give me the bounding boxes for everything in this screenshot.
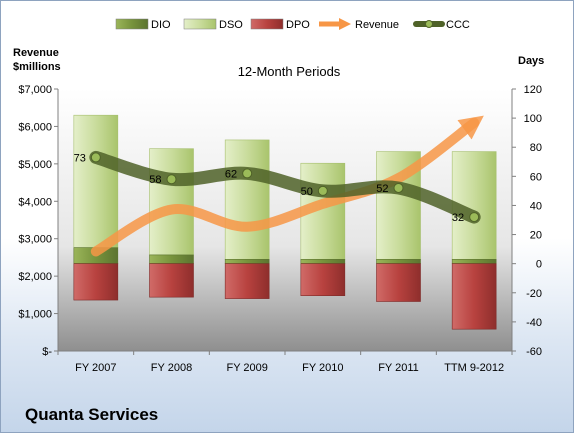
ccc-data-label: 62: [225, 168, 237, 180]
bar-dpo: [73, 263, 119, 301]
legend-arrowhead-revenue: [339, 18, 351, 30]
legend: DIO DSO DPO Revenue CCC: [115, 18, 470, 31]
bar-dpo: [149, 263, 194, 298]
ccc-data-label: 73: [74, 152, 86, 164]
bar-dpo: [451, 263, 497, 330]
ccc-data-label: 52: [376, 183, 388, 195]
bar-dio: [149, 254, 194, 264]
legend-swatch-dio: [115, 18, 149, 30]
legend-swatch-dso: [183, 18, 217, 30]
right-axis-title: Days: [518, 55, 544, 67]
ccc-point: [469, 212, 480, 223]
ccc-point: [393, 182, 404, 193]
legend-marker-ccc: [425, 20, 433, 28]
right-tick-label: 80: [530, 142, 542, 154]
bar-dso: [300, 162, 346, 260]
left-tick-label: $-: [42, 346, 52, 358]
right-tick-label: 20: [530, 230, 542, 242]
bar-dpo: [300, 263, 346, 296]
bar-dpo: [224, 263, 270, 299]
left-axis-title-line1: Revenue: [13, 47, 59, 59]
right-tick-label: -40: [526, 317, 542, 329]
legend-label-dpo: DPO: [286, 19, 310, 31]
ccc-point: [166, 174, 177, 185]
left-axis-title-line2: $millions: [13, 61, 61, 73]
right-tick-label: -60: [526, 346, 542, 358]
revenue-line: [90, 115, 484, 257]
ccc-point: [90, 152, 101, 163]
right-tick-label: 0: [536, 259, 542, 271]
legend-label-revenue: Revenue: [355, 19, 399, 31]
bar-dio: [376, 258, 421, 264]
x-tick-label: FY 2008: [151, 362, 192, 374]
ccc-data-label: 50: [301, 186, 313, 198]
company-name: Quanta Services: [25, 405, 159, 424]
right-tick-label: 100: [524, 113, 542, 125]
bar-dio: [451, 258, 497, 264]
bar-dio: [300, 258, 346, 264]
left-tick-label: $7,000: [18, 84, 52, 96]
bars-layer: [73, 114, 497, 330]
x-tick-label: TTM 9-2012: [444, 362, 504, 374]
legend-label-ccc: CCC: [446, 19, 470, 31]
x-tick-label: FY 2010: [302, 362, 343, 374]
right-tick-label: -20: [526, 288, 542, 300]
right-tick-label: 40: [530, 200, 542, 212]
x-tick-label: FY 2011: [378, 362, 419, 374]
bar-dso: [73, 114, 119, 248]
x-tick-label: FY 2007: [75, 362, 116, 374]
bar-dpo: [376, 263, 421, 302]
legend-label-dio: DIO: [151, 19, 171, 31]
chart-title: 12-Month Periods: [238, 64, 341, 79]
right-tick-label: 120: [524, 84, 542, 96]
bar-dso: [149, 148, 194, 256]
bar-dso: [224, 139, 270, 260]
left-tick-label: $4,000: [18, 196, 52, 208]
ccc-point: [317, 185, 328, 196]
axes-layer: $- $1,000 $2,000 $3,000 $4,000 $5,000 $6,000 $7…: [18, 84, 542, 374]
legend-swatch-dpo: [250, 18, 284, 30]
left-tick-label: $6,000: [18, 121, 52, 133]
ccc-data-label: 32: [452, 212, 464, 224]
ccc-point: [242, 168, 253, 179]
lines-layer: 73 58 62 50 52 32: [74, 115, 484, 257]
x-tick-label: FY 2009: [226, 362, 267, 374]
legend-label-dso: DSO: [219, 19, 243, 31]
bar-dio: [224, 258, 270, 264]
right-tick-label: 60: [530, 171, 542, 183]
left-tick-label: $2,000: [18, 271, 52, 283]
left-tick-label: $3,000: [18, 234, 52, 246]
left-tick-label: $5,000: [18, 159, 52, 171]
ccc-data-label: 58: [149, 174, 161, 186]
left-tick-label: $1,000: [18, 309, 52, 321]
ccc-line: [89, 150, 481, 224]
